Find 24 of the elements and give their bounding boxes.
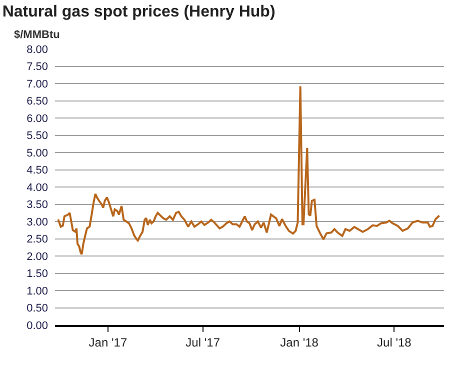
y-tick-label: 0.00 — [26, 320, 48, 332]
y-tick-label: 5.00 — [26, 147, 48, 160]
line-series — [57, 85, 440, 256]
x-tick-label: Jan '18 — [280, 335, 319, 350]
y-tick-label: 2.00 — [26, 250, 48, 263]
y-tick-label: 8.00 — [26, 44, 48, 56]
y-tick-label: 3.00 — [26, 216, 48, 228]
y-tick-label: 4.50 — [26, 164, 48, 177]
chart-title: Natural gas spot prices (Henry Hub) — [2, 4, 276, 21]
y-tick-label: 0.50 — [26, 302, 48, 315]
y-tick-label: 1.00 — [26, 285, 48, 298]
y-tick-label: 5.50 — [26, 130, 48, 142]
y-tick-label: 1.50 — [26, 268, 48, 280]
y-tick-label: 2.50 — [26, 234, 48, 246]
y-tick-label: 6.00 — [26, 112, 48, 125]
y-axis-title: $/MMBtu — [14, 29, 60, 41]
x-tick-label: Jul '18 — [377, 335, 412, 350]
x-tick-label: Jul '17 — [186, 335, 220, 350]
y-tick-label: 3.50 — [26, 199, 48, 212]
y-tick-label: 6.50 — [26, 96, 48, 108]
y-tick-label: 7.00 — [26, 78, 48, 90]
x-tick-label: Jan '17 — [88, 335, 128, 350]
y-tick-label: 4.00 — [26, 182, 48, 194]
y-tick-label: 7.50 — [26, 61, 48, 74]
